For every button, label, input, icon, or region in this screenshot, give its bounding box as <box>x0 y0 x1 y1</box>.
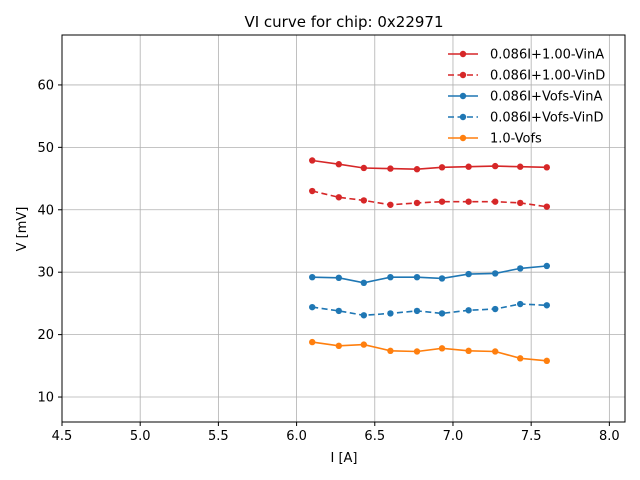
legend-label: 0.086I+1.00-VinD <box>490 69 605 84</box>
data-point <box>491 198 499 205</box>
data-point <box>335 161 343 168</box>
x-tick-label: 4.5 <box>52 429 73 444</box>
data-point <box>413 273 421 281</box>
x-tick-label: 8.0 <box>599 429 620 444</box>
data-point <box>309 157 316 164</box>
data-point <box>517 163 524 170</box>
data-point <box>387 165 394 172</box>
data-point <box>335 307 343 315</box>
legend-marker <box>459 134 467 142</box>
legend: 0.086I+1.00-VinA 0.086I+1.00-VinD 0.086I+V… <box>448 48 605 147</box>
data-point <box>413 307 421 315</box>
legend-label: 0.086I+Vofs-VinD <box>490 111 604 126</box>
data-point <box>543 302 551 309</box>
series-line <box>312 303 547 317</box>
data-point <box>465 270 472 278</box>
x-tick-label: 7.5 <box>521 429 542 444</box>
x-tick-label: 6.5 <box>364 429 385 444</box>
legend-marker <box>459 71 467 79</box>
data-point <box>438 345 446 352</box>
grid <box>61 35 625 422</box>
data-point <box>438 275 446 282</box>
data-point <box>360 341 368 348</box>
x-tick-label: 5.0 <box>130 429 151 444</box>
x-tick-label: 6.0 <box>286 429 307 444</box>
data-point <box>465 347 472 355</box>
legend-item: 0.086I+1.00-VinD <box>448 69 605 84</box>
series-line <box>312 341 547 362</box>
series-3 <box>309 262 551 287</box>
legend-item: 1.0-Vofs <box>448 132 542 147</box>
legend-label: 0.086I+1.00-VinA <box>490 48 604 63</box>
data-point <box>543 262 551 270</box>
data-point <box>491 348 499 355</box>
data-point <box>335 274 343 282</box>
data-point <box>309 187 316 195</box>
legend-item: 0.086I+Vofs-VinA <box>448 90 603 105</box>
y-tick-label: 20 <box>37 328 54 343</box>
legend-label: 0.086I+Vofs-VinA <box>490 90 603 105</box>
chart-title: VI curve for chip: 0x22971 <box>244 13 443 31</box>
data-point <box>309 273 316 281</box>
data-point <box>360 197 368 204</box>
data-point <box>387 273 394 281</box>
data-point <box>465 163 472 170</box>
data-point <box>387 310 394 317</box>
data-point <box>413 348 421 355</box>
series-line <box>312 190 547 208</box>
data-point <box>465 307 472 314</box>
x-tick-label: 5.5 <box>208 429 229 444</box>
data-point <box>387 347 394 355</box>
series-layer <box>309 157 551 365</box>
data-point <box>309 303 316 311</box>
x-tick-label: 7.0 <box>443 429 464 444</box>
data-point <box>387 201 394 208</box>
data-point <box>517 265 524 272</box>
x-axis-label: I [A] <box>330 451 357 466</box>
data-point <box>335 342 343 350</box>
series-1 <box>309 157 551 173</box>
data-point <box>413 166 421 173</box>
series-line <box>312 159 547 171</box>
data-point <box>491 305 499 313</box>
series-2 <box>309 187 551 210</box>
data-point <box>491 270 499 277</box>
data-point <box>438 310 446 317</box>
plot-frame <box>61 34 626 423</box>
data-point <box>543 164 551 171</box>
data-point <box>413 199 421 207</box>
data-point <box>360 164 368 172</box>
data-point <box>335 194 343 201</box>
y-axis-label: V [mV] <box>15 207 30 252</box>
series-4 <box>309 300 551 319</box>
series-5 <box>309 338 551 365</box>
y-tick-label: 40 <box>37 203 54 218</box>
legend-item: 0.086I+1.00-VinA <box>448 48 604 63</box>
data-point <box>543 357 551 365</box>
data-point <box>360 279 368 287</box>
y-tick-label: 60 <box>37 78 54 93</box>
data-point <box>517 300 524 308</box>
data-point <box>543 203 551 210</box>
data-point <box>465 198 472 205</box>
legend-marker <box>459 113 467 121</box>
data-point <box>309 338 316 346</box>
axis-ticks: 4.5 5.0 5.5 6.0 6.5 7.0 7.5 8.0 10 20 30 40 50 60 <box>37 78 619 444</box>
legend-marker <box>459 92 467 100</box>
y-tick-label: 10 <box>37 391 54 406</box>
data-point <box>517 355 524 362</box>
legend-marker <box>459 50 467 58</box>
legend-label: 1.0-Vofs <box>490 132 542 147</box>
series-line <box>312 265 547 284</box>
y-tick-label: 50 <box>37 141 54 156</box>
legend-item: 0.086I+Vofs-VinD <box>448 111 604 126</box>
data-point <box>438 198 446 205</box>
data-point <box>517 199 524 207</box>
y-tick-label: 30 <box>37 266 54 281</box>
data-point <box>491 162 499 170</box>
data-point <box>438 164 446 171</box>
data-point <box>360 312 368 319</box>
